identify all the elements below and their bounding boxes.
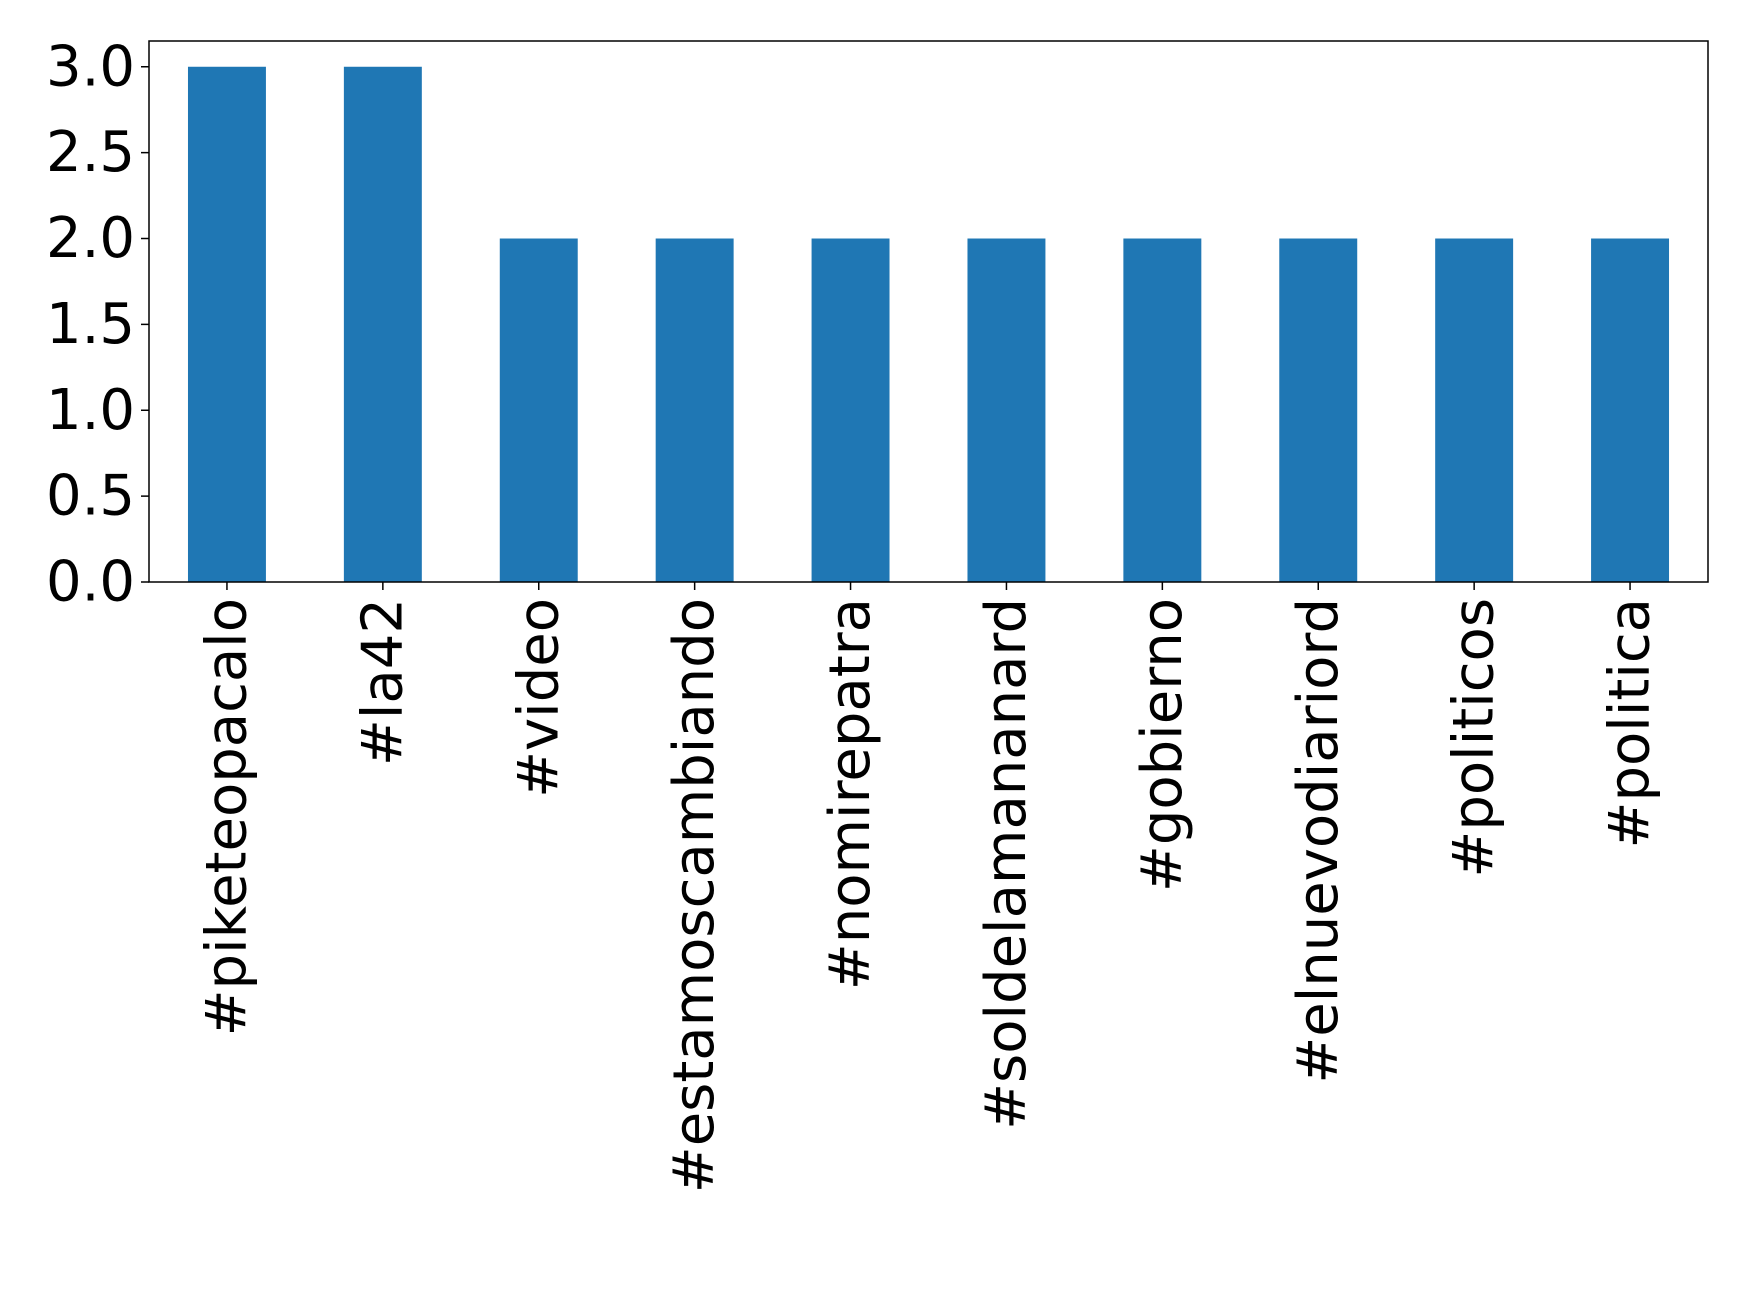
bar <box>1435 238 1514 582</box>
bar <box>499 238 578 582</box>
x-tick-label: #elnuevodiariord <box>1286 598 1351 1084</box>
bar <box>343 66 422 582</box>
bar <box>1591 238 1670 582</box>
y-tick-label: 0.5 <box>46 464 135 529</box>
y-tick-label: 2.5 <box>46 120 135 185</box>
x-tick-label: #nomirepatra <box>818 598 883 990</box>
x-tick-label: #gobierno <box>1130 598 1195 892</box>
y-tick-label: 2.0 <box>46 206 135 271</box>
y-tick-label: 3.0 <box>46 34 135 99</box>
x-tick-label: #politica <box>1598 598 1663 848</box>
y-tick-label: 1.5 <box>46 292 135 357</box>
plot-frame <box>148 40 1709 583</box>
x-tick-label: #politicos <box>1442 598 1507 878</box>
x-tick-label: #video <box>506 598 571 798</box>
bar <box>1279 238 1358 582</box>
x-tick-label: #estamoscambiando <box>662 598 727 1193</box>
bar <box>1123 238 1202 582</box>
bar <box>655 238 734 582</box>
bar <box>811 238 890 582</box>
x-tick-label: #piketeopacalo <box>194 598 259 1036</box>
bar <box>187 66 266 582</box>
y-tick-label: 1.0 <box>46 378 135 443</box>
y-tick-label: 0.0 <box>46 550 135 615</box>
x-tick-label: #soldelamananard <box>974 598 1039 1130</box>
bar <box>967 238 1046 582</box>
x-tick-label: #la42 <box>350 598 415 766</box>
